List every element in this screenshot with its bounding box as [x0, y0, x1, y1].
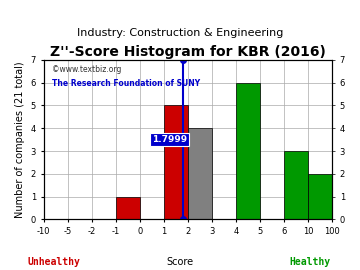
- Text: Healthy: Healthy: [289, 257, 330, 267]
- Text: Unhealthy: Unhealthy: [28, 257, 80, 267]
- Bar: [284, 151, 308, 220]
- Bar: [308, 174, 332, 220]
- Bar: [164, 106, 188, 220]
- Text: The Research Foundation of SUNY: The Research Foundation of SUNY: [52, 79, 201, 88]
- Text: Industry: Construction & Engineering: Industry: Construction & Engineering: [77, 28, 283, 38]
- Bar: [188, 128, 212, 220]
- Text: Score: Score: [166, 257, 194, 267]
- Title: Z''-Score Histogram for KBR (2016): Z''-Score Histogram for KBR (2016): [50, 45, 326, 59]
- Bar: [116, 197, 140, 220]
- Text: 1.7999: 1.7999: [152, 135, 187, 144]
- Y-axis label: Number of companies (21 total): Number of companies (21 total): [15, 61, 25, 218]
- Text: ©www.textbiz.org: ©www.textbiz.org: [52, 65, 122, 74]
- Bar: [236, 83, 260, 220]
